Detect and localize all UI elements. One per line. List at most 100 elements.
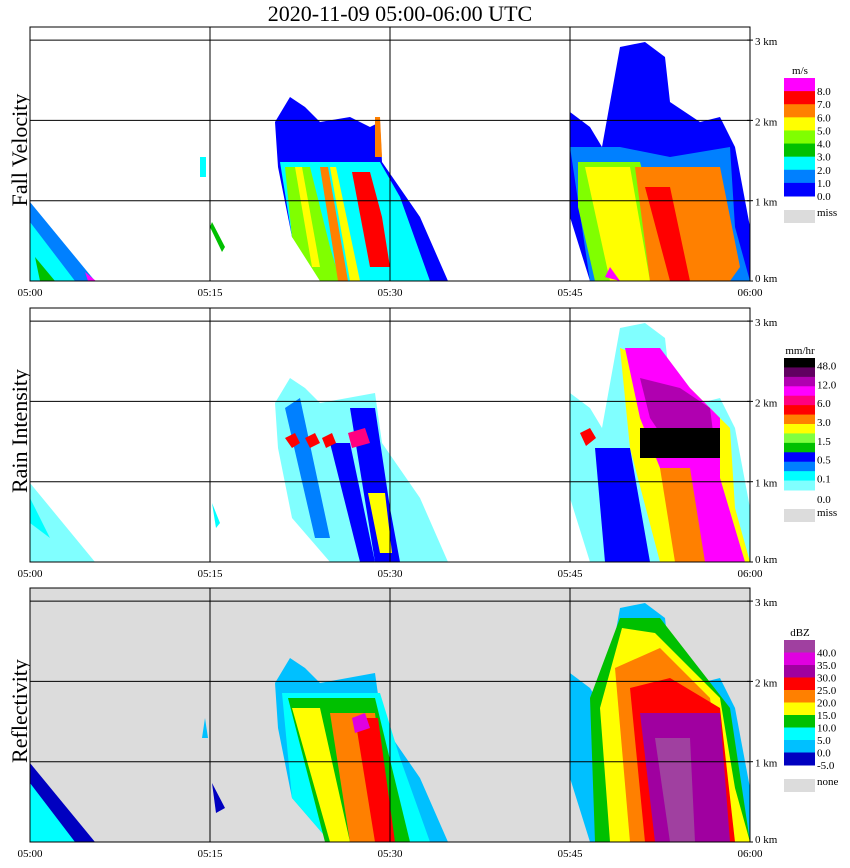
y-tick-label: 3 km — [755, 36, 778, 48]
y-tick-label: 0 km — [755, 554, 778, 566]
echo-region — [285, 398, 330, 538]
y-tick-label: 0 km — [755, 273, 778, 285]
colorbar-swatch — [784, 433, 815, 444]
echo-region — [660, 468, 705, 562]
colorbar-label: 2.0 — [817, 165, 831, 177]
y-tick-label: 3 km — [755, 317, 778, 329]
colorbar-label: 0.0 — [817, 191, 831, 203]
colorbar-label: 0.5 — [817, 455, 831, 467]
colorbar-label: 5.0 — [817, 125, 831, 137]
y-tick-label: 3 km — [755, 597, 778, 609]
echo-region — [285, 433, 300, 448]
echo-region — [210, 222, 225, 252]
x-tick-label: 05:45 — [557, 287, 583, 299]
echo-region — [655, 738, 695, 842]
colorbar-label: 0.1 — [817, 474, 831, 486]
echo-region — [200, 157, 206, 177]
x-tick-label: 06:00 — [737, 848, 763, 860]
colorbar-label: 20.0 — [817, 698, 837, 710]
x-tick-label: 05:00 — [17, 287, 43, 299]
plot-area-1: 0 km 1 km 2 km 3 km 05:00 05:15 05:30 05:45 06:0… — [17, 307, 837, 580]
colorbar-swatch — [784, 169, 815, 184]
colorbar-label: 0.0 — [817, 748, 831, 760]
colorbar-swatch — [784, 480, 815, 491]
colorbar-swatch — [784, 702, 815, 716]
colorbar-label: 3.0 — [817, 417, 831, 429]
colorbar-label: 25.0 — [817, 685, 837, 697]
echo-region — [305, 433, 320, 448]
y-tick-label: 2 km — [755, 397, 778, 409]
plot-area-2: 0 km 1 km 2 km 3 km 05:00 05:15 05:30 05:45 06:0… — [17, 587, 839, 860]
echo-region — [322, 433, 336, 448]
colorbar-swatch — [784, 376, 815, 387]
colorbar-swatch — [784, 640, 815, 653]
colorbar-unit: dBZ — [790, 627, 810, 639]
echo-region — [285, 167, 340, 281]
colorbar-swatch — [784, 358, 815, 368]
echo-region — [330, 167, 360, 281]
x-tick-label: 05:30 — [377, 287, 403, 299]
y-tick-label: 2 km — [755, 116, 778, 128]
echo-region — [640, 428, 720, 458]
colorbar-label: -5.0 — [817, 760, 835, 772]
echo-region — [30, 483, 95, 562]
colorbar-label: 30.0 — [817, 673, 837, 685]
y-tick-label: 1 km — [755, 758, 778, 770]
colorbar-swatch — [784, 104, 815, 118]
colorbar-label: 4.0 — [817, 139, 831, 151]
y-tick-label: 2 km — [755, 677, 778, 689]
y-tick-label: 1 km — [755, 478, 778, 490]
colorbar-swatch — [784, 690, 815, 703]
plot-area-0: 0 km 1 km 2 km 3 km 05:00 05:15 05:30 05:45 06:0… — [17, 26, 837, 299]
x-tick-label: 05:15 — [197, 568, 223, 580]
colorbar-swatch — [784, 471, 815, 482]
colorbar-swatch — [784, 143, 815, 158]
colorbar-missing-label: none — [817, 776, 839, 788]
colorbar-missing-label: miss — [817, 207, 837, 219]
echo-layer — [30, 42, 750, 281]
colorbar-swatch — [784, 452, 815, 463]
x-tick-label: 05:45 — [557, 568, 583, 580]
x-tick-label: 05:00 — [17, 848, 43, 860]
x-tick-label: 05:15 — [197, 287, 223, 299]
colorbar-swatch — [784, 414, 815, 425]
colorbar-swatch — [784, 367, 815, 378]
echo-region — [212, 503, 220, 528]
echo-region — [645, 187, 690, 281]
colorbar-swatch — [784, 395, 815, 406]
colorbar-swatch — [784, 78, 815, 92]
echo-region — [320, 167, 348, 281]
echo-region — [585, 167, 650, 281]
colorbar-unit: m/s — [792, 65, 808, 77]
x-tick-label: 05:30 — [377, 568, 403, 580]
echo-region — [212, 783, 225, 813]
colorbar-swatch — [784, 752, 815, 766]
x-tick-label: 05:45 — [557, 848, 583, 860]
colorbar-label: 35.0 — [817, 660, 837, 672]
echo-region — [355, 718, 395, 842]
colorbar-label: 1.5 — [817, 436, 831, 448]
x-tick-label: 05:15 — [197, 848, 223, 860]
echo-region — [295, 167, 320, 267]
colorbar-swatch — [784, 91, 815, 105]
colorbar-label: 6.0 — [817, 112, 831, 124]
colorbar-swatch — [784, 740, 815, 753]
echo-region — [30, 783, 75, 842]
colorbar-label: 8.0 — [817, 86, 831, 98]
colorbar-swatch — [784, 665, 815, 678]
figure-title: 2020-11-09 05:00-06:00 UTC — [267, 1, 533, 26]
echo-region — [30, 498, 50, 538]
colorbar-label: 6.0 — [817, 398, 831, 410]
colorbar-swatch — [784, 424, 815, 434]
colorbar-missing-swatch — [784, 779, 815, 792]
colorbar-label: 10.0 — [817, 723, 837, 735]
colorbar-label: 48.0 — [817, 360, 837, 372]
y-tick-label: 0 km — [755, 834, 778, 846]
plot-frame — [29, 587, 751, 843]
colorbar-label: 1.0 — [817, 178, 831, 190]
y-tick-label: 1 km — [755, 197, 778, 209]
colorbar-missing-swatch — [784, 210, 815, 223]
echo-region — [330, 443, 375, 562]
echo-region — [352, 172, 390, 267]
colorbar-swatch — [784, 715, 815, 728]
